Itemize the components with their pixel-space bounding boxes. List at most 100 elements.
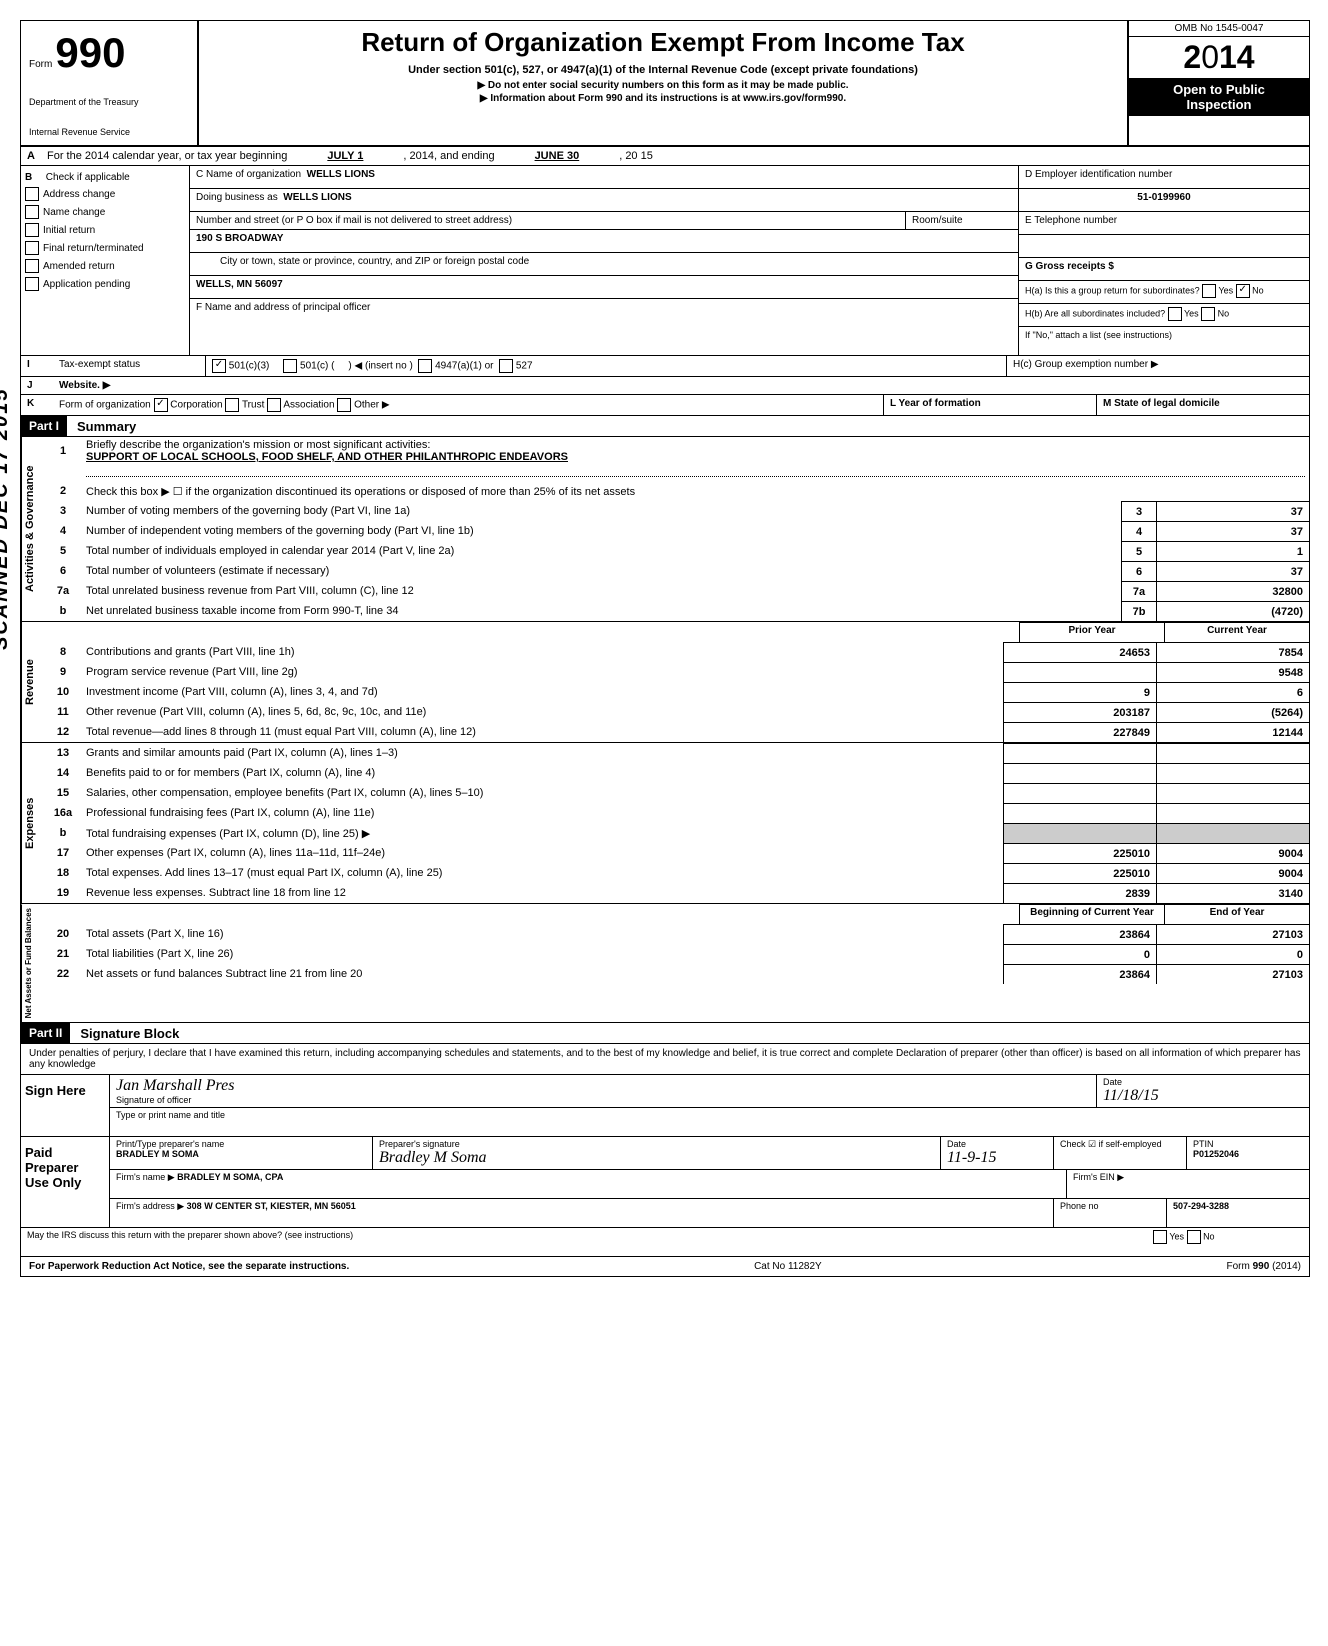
line-text: Number of independent voting members of … <box>82 523 1121 539</box>
line-num: 8 <box>44 644 82 660</box>
tax-year-begin: JULY 1 <box>287 150 403 162</box>
m-label: M State of legal domicile <box>1103 398 1220 409</box>
form-number: 990 <box>55 29 125 76</box>
net-header-row: Beginning of Current Year End of Year <box>44 904 1309 924</box>
current-value: 3140 <box>1156 883 1309 903</box>
line-num: 10 <box>44 684 82 700</box>
discuss-text: May the IRS discuss this return with the… <box>21 1228 1147 1256</box>
line-num: 13 <box>44 745 82 761</box>
ha-yes-checkbox[interactable] <box>1202 284 1216 298</box>
501c3-checkbox[interactable]: ✓ <box>212 359 226 373</box>
checkbox[interactable] <box>25 223 39 237</box>
prep-name-label: Print/Type preparer's name <box>116 1139 224 1149</box>
org-name-row: C Name of organization WELLS LIONS <box>190 166 1018 189</box>
ssn-warning: ▶ Do not enter social security numbers o… <box>209 80 1117 91</box>
current-year-header: Current Year <box>1164 622 1309 642</box>
ha-no-checkbox[interactable]: ✓ <box>1236 284 1250 298</box>
prep-date: 11-9-15 <box>947 1149 996 1166</box>
other-checkbox[interactable] <box>337 398 351 412</box>
current-value: 6 <box>1156 682 1309 702</box>
line-box: 6 <box>1121 561 1156 581</box>
line-text: Professional fundraising fees (Part IX, … <box>82 805 1003 821</box>
dept-treasury: Department of the Treasury <box>29 97 189 107</box>
prior-value <box>1003 823 1156 843</box>
net-assets-section: Net Assets or Fund Balances Beginning of… <box>21 904 1309 1023</box>
prior-value <box>1003 783 1156 803</box>
checkbox[interactable] <box>25 205 39 219</box>
trust-checkbox[interactable] <box>225 398 239 412</box>
summary-line: 9Program service revenue (Part VIII, lin… <box>44 662 1309 682</box>
prep-date-label: Date <box>947 1139 966 1149</box>
part-2-title: Signature Block <box>70 1026 179 1041</box>
current-value: 27103 <box>1156 924 1309 944</box>
summary-line: 12Total revenue—add lines 8 through 11 (… <box>44 722 1309 742</box>
hb-row: H(b) Are all subordinates included? Yes … <box>1019 304 1309 327</box>
checkbox[interactable] <box>25 259 39 273</box>
part-2-header: Part II Signature Block <box>21 1023 1309 1044</box>
checkbox[interactable] <box>25 187 39 201</box>
hb-yes-checkbox[interactable] <box>1168 307 1182 321</box>
form-org-label: Form of organization <box>59 400 151 411</box>
527-checkbox[interactable] <box>499 359 513 373</box>
city-value: WELLS, MN 56097 <box>190 276 1018 299</box>
summary-line: 21Total liabilities (Part X, line 26)00 <box>44 944 1309 964</box>
prior-value <box>1003 743 1156 763</box>
line-box: 7b <box>1121 601 1156 621</box>
check-option: Name change <box>25 203 185 221</box>
current-value: 9004 <box>1156 863 1309 883</box>
checkbox[interactable] <box>25 241 39 255</box>
row-j: J Website. ▶ <box>21 377 1309 395</box>
g-label-text: G Gross receipts $ <box>1025 261 1114 272</box>
checkbox[interactable] <box>25 277 39 291</box>
line-2: 2 Check this box ▶ ☐ if the organization… <box>44 481 1309 501</box>
check-label: Initial return <box>43 225 95 236</box>
check-label: Application pending <box>43 279 130 290</box>
discuss-yes-checkbox[interactable] <box>1153 1230 1167 1244</box>
no-label: No <box>1252 285 1264 295</box>
corp-checkbox[interactable]: ✓ <box>154 398 168 412</box>
other-label: Other ▶ <box>354 400 389 411</box>
check-label: Name change <box>43 207 105 218</box>
assoc-checkbox[interactable] <box>267 398 281 412</box>
line-text: Salaries, other compensation, employee b… <box>82 785 1003 801</box>
line1-label: Briefly describe the organization's miss… <box>86 439 430 451</box>
line-text: Grants and similar amounts paid (Part IX… <box>82 745 1003 761</box>
line-value: 32800 <box>1156 581 1309 601</box>
opt-501c3: 501(c)(3) <box>229 361 270 372</box>
line-box: 3 <box>1121 501 1156 521</box>
form-number-cell: Form 990 Department of the Treasury Inte… <box>21 21 199 145</box>
prior-value <box>1003 662 1156 682</box>
row-a: A For the 2014 calendar year, or tax yea… <box>21 147 1309 166</box>
line-text: Total revenue—add lines 8 through 11 (mu… <box>82 724 1003 740</box>
perjury-declaration: Under penalties of perjury, I declare th… <box>21 1044 1309 1075</box>
hb-label: H(b) Are all subordinates included? <box>1025 308 1165 318</box>
row-i: I Tax-exempt status ✓ 501(c)(3) 501(c) (… <box>21 356 1309 377</box>
summary-line: bNet unrelated business taxable income f… <box>44 601 1309 621</box>
line-box: 4 <box>1121 521 1156 541</box>
4947-checkbox[interactable] <box>418 359 432 373</box>
current-value: 27103 <box>1156 964 1309 984</box>
yes-label: Yes <box>1218 285 1233 295</box>
line-text: Benefits paid to or for members (Part IX… <box>82 765 1003 781</box>
prep-name: BRADLEY M SOMA <box>116 1149 199 1159</box>
line-num: 17 <box>44 845 82 861</box>
hb-no-checkbox[interactable] <box>1201 307 1215 321</box>
line-text: Contributions and grants (Part VIII, lin… <box>82 644 1003 660</box>
501c-checkbox[interactable] <box>283 359 297 373</box>
corp-label: Corporation <box>170 400 222 411</box>
discuss-no-checkbox[interactable] <box>1187 1230 1201 1244</box>
label-j: J <box>21 377 53 394</box>
prior-value: 23864 <box>1003 924 1156 944</box>
hc-label: H(c) Group exemption number ▶ <box>1006 356 1309 376</box>
summary-line: 10Investment income (Part VIII, column (… <box>44 682 1309 702</box>
self-employed: Check ☑ if self-employed <box>1054 1137 1187 1169</box>
c-label: C Name of organization <box>196 169 301 180</box>
date-label: Date <box>1103 1077 1122 1087</box>
expenses-label: Expenses <box>21 743 44 903</box>
prior-value: 24653 <box>1003 642 1156 662</box>
summary-line: 14Benefits paid to or for members (Part … <box>44 763 1309 783</box>
open-public-line1: Open to Public <box>1133 82 1305 97</box>
discuss-yes: Yes <box>1169 1232 1184 1242</box>
discuss-no: No <box>1203 1232 1215 1242</box>
firm-addr-label: Firm's address ▶ <box>116 1201 184 1211</box>
